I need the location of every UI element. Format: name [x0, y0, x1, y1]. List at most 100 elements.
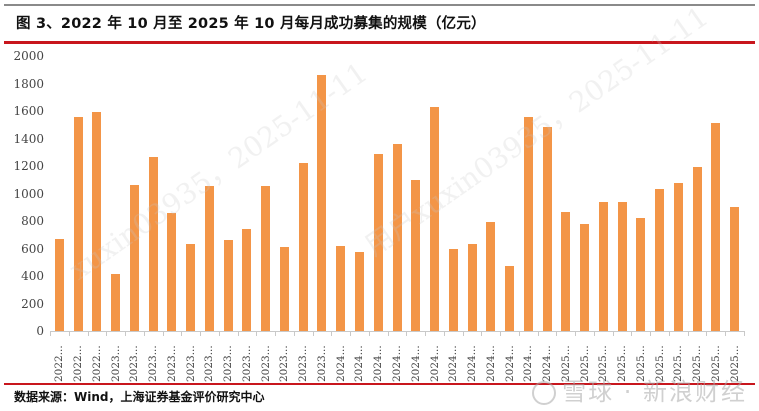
x-tick-mark [50, 331, 51, 336]
bar-2024-05 [411, 179, 421, 331]
x-tick-mark [706, 331, 708, 336]
x-axis-line [50, 331, 744, 332]
bar-2024-11 [523, 117, 533, 331]
bar-2025-07 [673, 183, 683, 331]
x-tick-label: 2023... [278, 345, 291, 382]
y-tick-label: 1800 [13, 76, 44, 91]
y-tick-label: 1600 [13, 104, 44, 118]
x-tick-label: 2024... [353, 345, 366, 382]
x-tick-mark [668, 331, 670, 336]
x-tick-mark [331, 331, 333, 336]
x-tick-mark [687, 331, 689, 336]
x-tick-mark [537, 331, 539, 336]
bar-2025-10 [730, 206, 740, 331]
x-tick-mark [125, 331, 127, 336]
x-tick-mark [275, 331, 277, 336]
x-tick-label: 2024... [372, 345, 385, 382]
bar-2024-12 [542, 126, 552, 331]
x-tick-mark [87, 331, 89, 336]
bar-2025-05 [636, 218, 646, 331]
x-tick-mark [631, 331, 633, 336]
y-tick-label: 0 [36, 324, 44, 338]
x-tick-mark [593, 331, 595, 336]
x-tick-label: 2024... [428, 345, 441, 382]
x-tick-label: 2023... [240, 345, 253, 382]
x-tick-mark [106, 331, 108, 336]
bar-2024-07 [448, 249, 458, 331]
x-tick-label: 2022... [53, 345, 66, 382]
bar-chart: 0 200 400 600 800 1000 1200 1400 1600 1800 2000 202… [13, 49, 745, 382]
top-rule [4, 4, 755, 6]
bar-2023-09 [261, 185, 271, 331]
y-tick-label: 2000 [13, 49, 44, 63]
bar-2024-02 [354, 251, 364, 331]
x-tick-mark [725, 331, 727, 336]
bar-2023-08 [242, 229, 252, 331]
x-tick-mark [462, 331, 464, 336]
x-tick-mark [181, 331, 183, 336]
x-tick-label: 2023... [259, 345, 272, 382]
bar-2024-10 [505, 265, 515, 331]
bar-2023-01 [111, 273, 121, 331]
y-tick-label: 600 [21, 241, 44, 256]
bar-2023-02 [129, 184, 139, 331]
x-tick-mark [200, 331, 202, 336]
x-tick-label: 2024... [484, 345, 497, 382]
bar-2025-06 [655, 189, 665, 331]
bar-2023-07 [223, 239, 233, 331]
x-tick-label: 2024... [503, 345, 516, 382]
data-source-note: 数据来源：Wind，上海证券基金评价研究中心 [14, 390, 265, 404]
x-tick-label: 2022... [90, 345, 103, 382]
x-tick-mark [744, 331, 745, 336]
x-tick-mark [368, 331, 370, 336]
bar-2025-08 [692, 166, 702, 331]
bar-2025-09 [711, 122, 721, 331]
x-tick-mark [443, 331, 445, 336]
bar-2024-03 [373, 154, 383, 331]
bar-2025-04 [617, 201, 627, 331]
watermark-brand: 雪球 · 新浪财经 [532, 372, 747, 407]
bar-2023-12 [317, 74, 327, 331]
figure-title: 图 3、2022 年 10 月至 2025 年 10 月每月成功募集的规模（亿元… [16, 16, 486, 32]
y-tick-label: 400 [21, 269, 44, 283]
x-tick-mark [575, 331, 577, 336]
x-tick-label: 2022... [72, 345, 85, 382]
bar-2023-11 [298, 162, 308, 331]
x-tick-mark [518, 331, 520, 336]
bar-2023-10 [279, 247, 289, 331]
x-tick-mark [612, 331, 614, 336]
x-tick-mark [256, 331, 258, 336]
title-rule [4, 41, 755, 44]
x-tick-mark [500, 331, 502, 336]
watermark-brand-text: 雪球 · 新浪财经 [562, 378, 747, 406]
bar-2023-04 [167, 213, 177, 331]
bar-2024-06 [430, 106, 439, 331]
x-tick-label: 2024... [334, 345, 347, 382]
y-tick-label: 200 [21, 296, 44, 311]
x-tick-mark [350, 331, 352, 336]
x-tick-mark [312, 331, 314, 336]
bar-2025-01 [561, 212, 571, 331]
bar-2024-09 [486, 221, 496, 331]
bar-2023-06 [204, 185, 214, 331]
x-tick-mark [68, 331, 70, 336]
bottom-rule [4, 383, 755, 385]
x-tick-label: 2023... [315, 345, 328, 382]
x-tick-label: 2024... [409, 345, 422, 382]
x-tick-mark [237, 331, 239, 336]
x-tick-label: 2023... [222, 345, 235, 382]
x-tick-mark [162, 331, 164, 336]
y-tick-label: 1000 [13, 186, 44, 201]
bar-2022-12 [92, 111, 102, 331]
x-tick-mark [218, 331, 220, 336]
bar-2023-05 [186, 243, 196, 331]
x-tick-label: 2023... [297, 345, 310, 382]
bar-2023-03 [148, 157, 158, 331]
x-tick-mark [650, 331, 652, 336]
bar-2024-04 [392, 144, 402, 331]
bar-2025-03 [598, 201, 608, 331]
x-tick-label: 2024... [466, 345, 479, 382]
bar-2022-11 [73, 117, 83, 331]
y-tick-label: 1400 [13, 131, 44, 146]
x-tick-label: 2024... [391, 345, 403, 382]
